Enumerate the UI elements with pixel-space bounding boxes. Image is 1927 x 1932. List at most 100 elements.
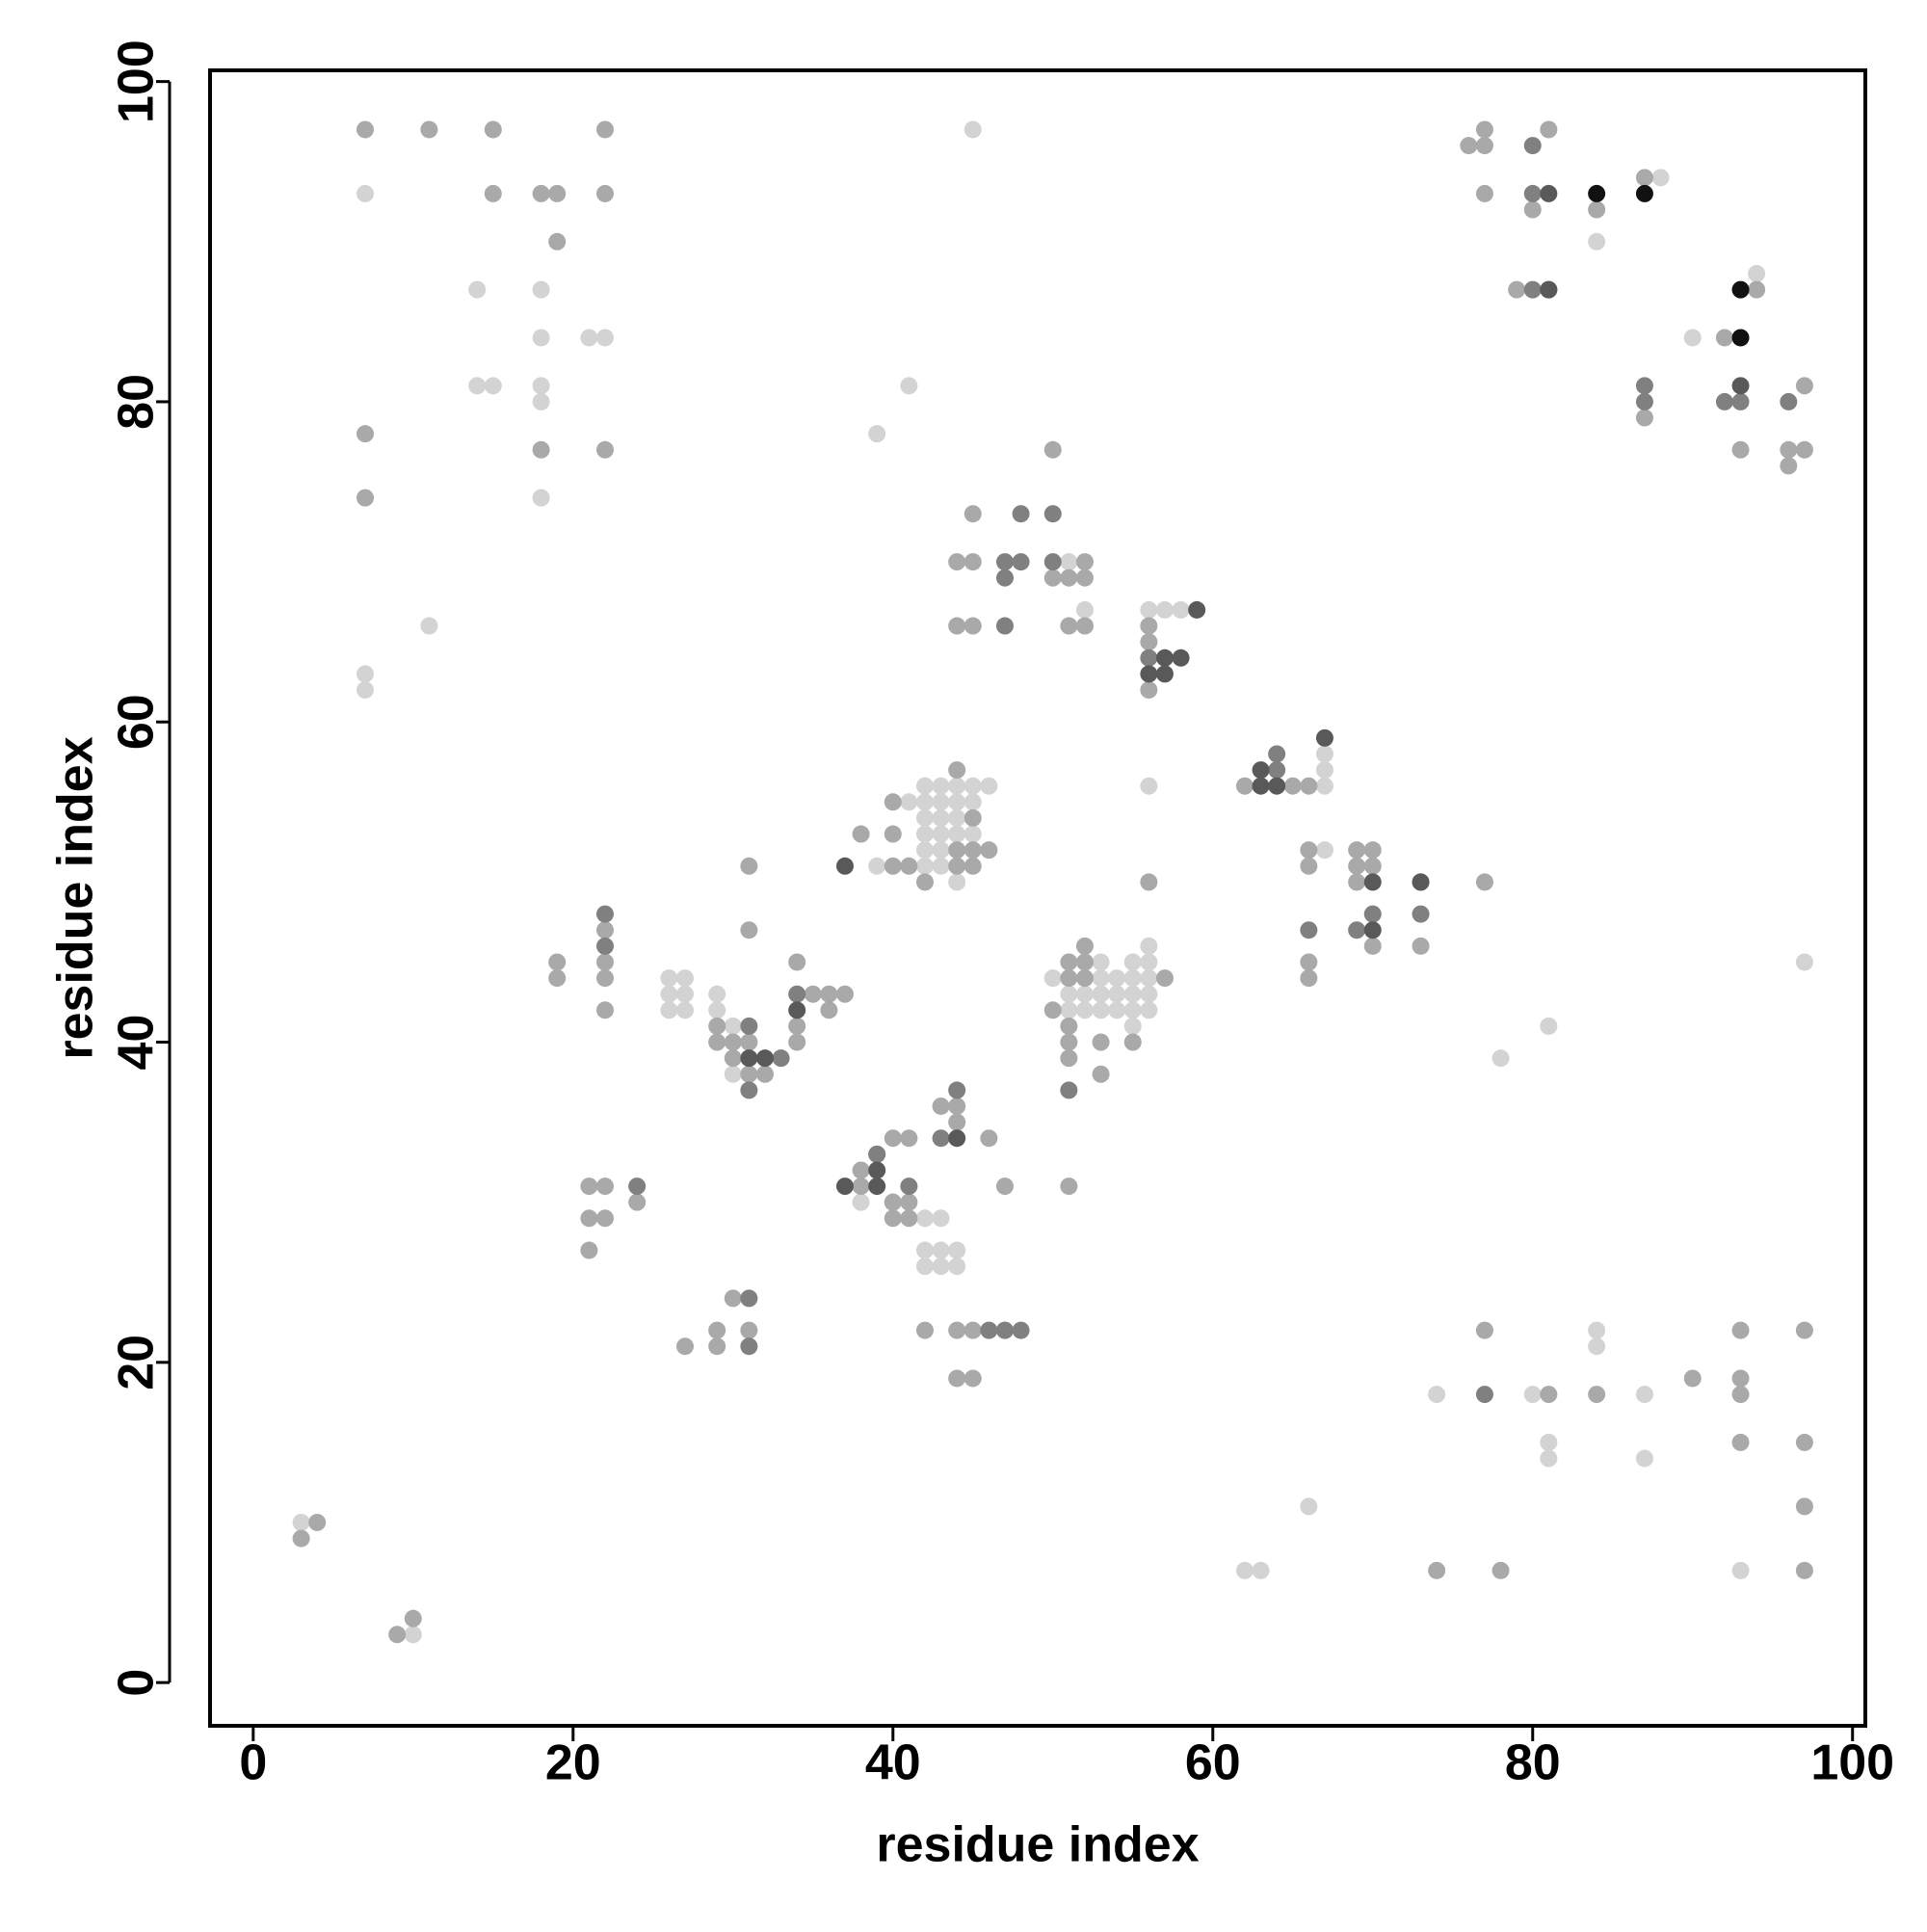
contact-point [1715, 392, 1733, 410]
contact-point [964, 553, 982, 571]
contact-point [1795, 1321, 1813, 1339]
contact-point [915, 825, 934, 843]
contact-point [708, 1321, 726, 1339]
contact-point [595, 937, 614, 955]
contact-point [1268, 745, 1286, 763]
contact-point [740, 857, 758, 875]
contact-point [532, 489, 550, 507]
contact-point [1523, 280, 1542, 299]
contact-point [835, 985, 854, 1003]
contact-point [595, 1001, 614, 1019]
contact-point [724, 1049, 742, 1068]
contact-point [948, 553, 966, 571]
contact-point [532, 377, 550, 395]
contact-point [1540, 1433, 1558, 1451]
contact-point [1795, 1561, 1813, 1579]
contact-point [932, 1129, 950, 1148]
contact-point [1060, 953, 1078, 971]
contact-point [1155, 600, 1174, 619]
contact-point [948, 777, 966, 795]
contact-point [1683, 1369, 1702, 1388]
contact-point [708, 1337, 726, 1356]
contact-point [835, 857, 854, 875]
contact-point [932, 1209, 950, 1228]
contact-point [1252, 777, 1270, 795]
contact-point [900, 1129, 918, 1148]
contact-point [1588, 1337, 1606, 1356]
contact-point [1060, 553, 1078, 571]
contact-point [980, 777, 998, 795]
contact-point [1795, 440, 1813, 459]
contact-point [1060, 1001, 1078, 1019]
contact-point [948, 1097, 966, 1115]
contact-point [1140, 681, 1158, 700]
contact-point [852, 1178, 870, 1196]
contact-point [1060, 1049, 1078, 1068]
contact-point [420, 120, 438, 139]
y-tick-label: 40 [109, 1015, 165, 1071]
contact-point [1491, 1561, 1510, 1579]
contact-point [532, 184, 550, 202]
contact-point [708, 1001, 726, 1019]
contact-point [1540, 280, 1558, 299]
contact-point [1523, 200, 1542, 219]
contact-point [420, 617, 438, 635]
contact-point [708, 985, 726, 1003]
contact-point [1780, 457, 1798, 475]
contact-point [995, 553, 1014, 571]
contact-point [1412, 937, 1430, 955]
contact-point [740, 1049, 758, 1068]
contact-point [980, 1129, 998, 1148]
contact-point [1092, 1001, 1110, 1019]
contact-point [1363, 857, 1382, 875]
contact-point [1092, 1065, 1110, 1083]
contact-point [1300, 857, 1318, 875]
contact-point [1075, 937, 1094, 955]
contact-point [820, 1001, 838, 1019]
contact-point [740, 921, 758, 940]
contact-point [948, 1257, 966, 1276]
contact-point [915, 841, 934, 860]
contact-point [1140, 648, 1158, 667]
contact-point [1315, 745, 1333, 763]
contact-point [932, 857, 950, 875]
contact-point [1780, 392, 1798, 410]
contact-point [884, 793, 902, 811]
contact-point [740, 1081, 758, 1099]
contact-point [1475, 1321, 1493, 1339]
contact-point [1060, 969, 1078, 988]
contact-point [915, 793, 934, 811]
contact-point [1092, 985, 1110, 1003]
contact-point [948, 825, 966, 843]
contact-point [1075, 617, 1094, 635]
contact-point [308, 1513, 327, 1531]
y-tick-label: 60 [109, 694, 165, 750]
contact-point [948, 793, 966, 811]
contact-point [995, 617, 1014, 635]
contact-point [1315, 728, 1333, 747]
contact-point [1060, 1033, 1078, 1051]
contact-point [675, 1337, 694, 1356]
contact-point [404, 1626, 422, 1644]
contact-point [1235, 777, 1254, 795]
contact-point [964, 1321, 982, 1339]
contact-point [964, 505, 982, 523]
contact-point [932, 1097, 950, 1115]
contact-point [1412, 873, 1430, 891]
contact-point [1475, 873, 1493, 891]
contact-point [1635, 377, 1653, 395]
contact-point [1123, 953, 1142, 971]
contact-point [788, 953, 806, 971]
contact-point [1523, 137, 1542, 155]
contact-point [484, 184, 502, 202]
contact-point [1588, 200, 1606, 219]
contact-point [1188, 600, 1206, 619]
contact-point [1108, 985, 1126, 1003]
contact-point [1348, 841, 1366, 860]
contact-point [932, 808, 950, 827]
contact-point [868, 1145, 886, 1163]
contact-point [548, 184, 567, 202]
contact-point [1635, 1449, 1653, 1468]
contact-point [356, 120, 375, 139]
